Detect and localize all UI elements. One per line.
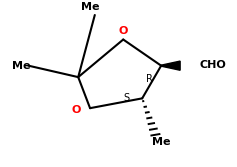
Text: S: S (123, 94, 129, 104)
Text: Me: Me (12, 61, 31, 71)
Polygon shape (161, 61, 180, 70)
Text: O: O (71, 105, 81, 115)
Text: Me: Me (152, 137, 170, 147)
Text: R: R (146, 74, 153, 84)
Text: CHO: CHO (199, 60, 226, 70)
Text: O: O (118, 26, 128, 36)
Text: Me: Me (81, 2, 99, 12)
